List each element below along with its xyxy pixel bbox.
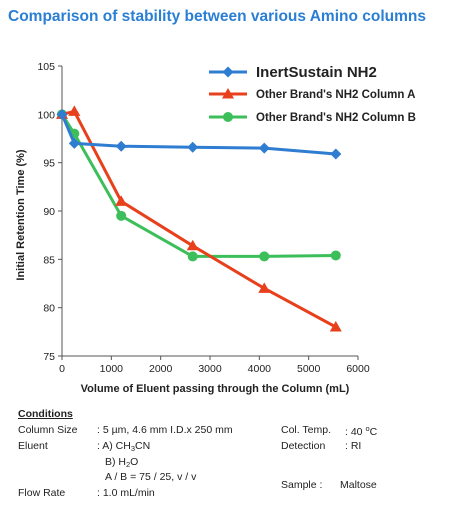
line-chart: 75 80 85 90 95 100 105 0 1000 2000 3000 4000 5000 600… bbox=[15, 61, 416, 395]
series-line bbox=[60, 112, 338, 156]
eluent-b-suffix: O bbox=[130, 456, 139, 468]
legend-marker bbox=[223, 112, 233, 122]
chart-legend: InertSustain NH2 Other Brand's NH2 Column… bbox=[209, 64, 416, 124]
eluent-label: Eluent bbox=[18, 440, 48, 452]
x-axis-label: Volume of Eluent passing through the Col… bbox=[81, 383, 350, 395]
y-tick-label: 100 bbox=[37, 109, 55, 121]
data-point bbox=[116, 210, 127, 221]
y-tick-label: 85 bbox=[43, 254, 55, 266]
chart-axes bbox=[61, 66, 358, 357]
chart-series bbox=[56, 105, 342, 332]
data-point bbox=[258, 282, 271, 293]
x-tick-label: 1000 bbox=[100, 363, 124, 375]
detection-value: : RI bbox=[345, 440, 362, 452]
data-point bbox=[186, 239, 199, 251]
eluent-b-subscript: 2 bbox=[126, 460, 131, 469]
series-line bbox=[60, 112, 338, 258]
chart-ticks: 75 80 85 90 95 100 105 0 1000 2000 3000 4000 5000 600… bbox=[37, 61, 369, 375]
col-temp-number: : 40 bbox=[345, 426, 366, 438]
legend-marker bbox=[222, 88, 234, 99]
x-tick-label: 5000 bbox=[297, 363, 321, 375]
conditions-heading: Conditions bbox=[18, 408, 73, 420]
data-point bbox=[187, 251, 198, 262]
flow-rate-value: : 1.0 mL/min bbox=[97, 487, 155, 499]
x-tick-label: 0 bbox=[59, 363, 65, 375]
data-point bbox=[187, 141, 199, 153]
legend-label: Other Brand's NH2 Column B bbox=[256, 112, 416, 124]
eluent-a-suffix: CN bbox=[135, 440, 151, 452]
x-tick-label: 3000 bbox=[198, 363, 222, 375]
eluent-b: B) H2O bbox=[105, 456, 138, 469]
y-tick-label: 80 bbox=[43, 303, 55, 315]
data-point bbox=[68, 137, 80, 149]
eluent-ratio: A / B = 75 / 25, v / v bbox=[105, 471, 197, 483]
detection-label: Detection bbox=[281, 440, 326, 452]
data-point bbox=[259, 251, 270, 262]
eluent-a-prefix: : A) CH bbox=[97, 440, 131, 452]
data-point bbox=[56, 108, 68, 120]
x-tick-label: 4000 bbox=[248, 363, 272, 375]
degree-symbol: o bbox=[365, 424, 370, 433]
y-tick-label: 90 bbox=[43, 206, 55, 218]
column-size-value: : 5 µm, 4.6 mm I.D.x 250 mm bbox=[97, 424, 233, 436]
eluent-a-subscript: 3 bbox=[130, 444, 136, 453]
data-point bbox=[330, 148, 342, 160]
column-size-label: Column Size bbox=[18, 424, 78, 436]
chart-title: Comparison of stability between various … bbox=[8, 8, 426, 25]
eluent-b-prefix: B) H bbox=[105, 456, 126, 468]
sample-value: Maltose bbox=[340, 479, 377, 491]
data-point bbox=[115, 140, 127, 152]
y-tick-label: 95 bbox=[43, 158, 55, 170]
y-axis-label: Initial Retention Time (%) bbox=[15, 149, 27, 281]
legend-marker bbox=[222, 66, 234, 78]
x-tick-label: 6000 bbox=[346, 363, 370, 375]
sample-label: Sample : bbox=[281, 479, 323, 491]
data-point bbox=[115, 195, 128, 206]
data-point bbox=[330, 250, 341, 261]
x-tick-label: 2000 bbox=[149, 363, 173, 375]
legend-label: InertSustain NH2 bbox=[256, 64, 377, 81]
y-tick-label: 105 bbox=[37, 61, 55, 73]
legend-label: Other Brand's NH2 Column A bbox=[256, 89, 416, 101]
col-temp-unit: C bbox=[369, 426, 378, 438]
eluent-a: : A) CH3CN bbox=[97, 440, 150, 453]
data-point bbox=[258, 142, 270, 154]
flow-rate-label: Flow Rate bbox=[18, 487, 66, 499]
col-temp-label: Col. Temp. bbox=[281, 424, 331, 436]
data-point bbox=[68, 105, 81, 116]
data-point bbox=[329, 321, 342, 332]
col-temp-value: : 40 oC bbox=[345, 424, 377, 438]
y-tick-label: 75 bbox=[43, 351, 55, 363]
